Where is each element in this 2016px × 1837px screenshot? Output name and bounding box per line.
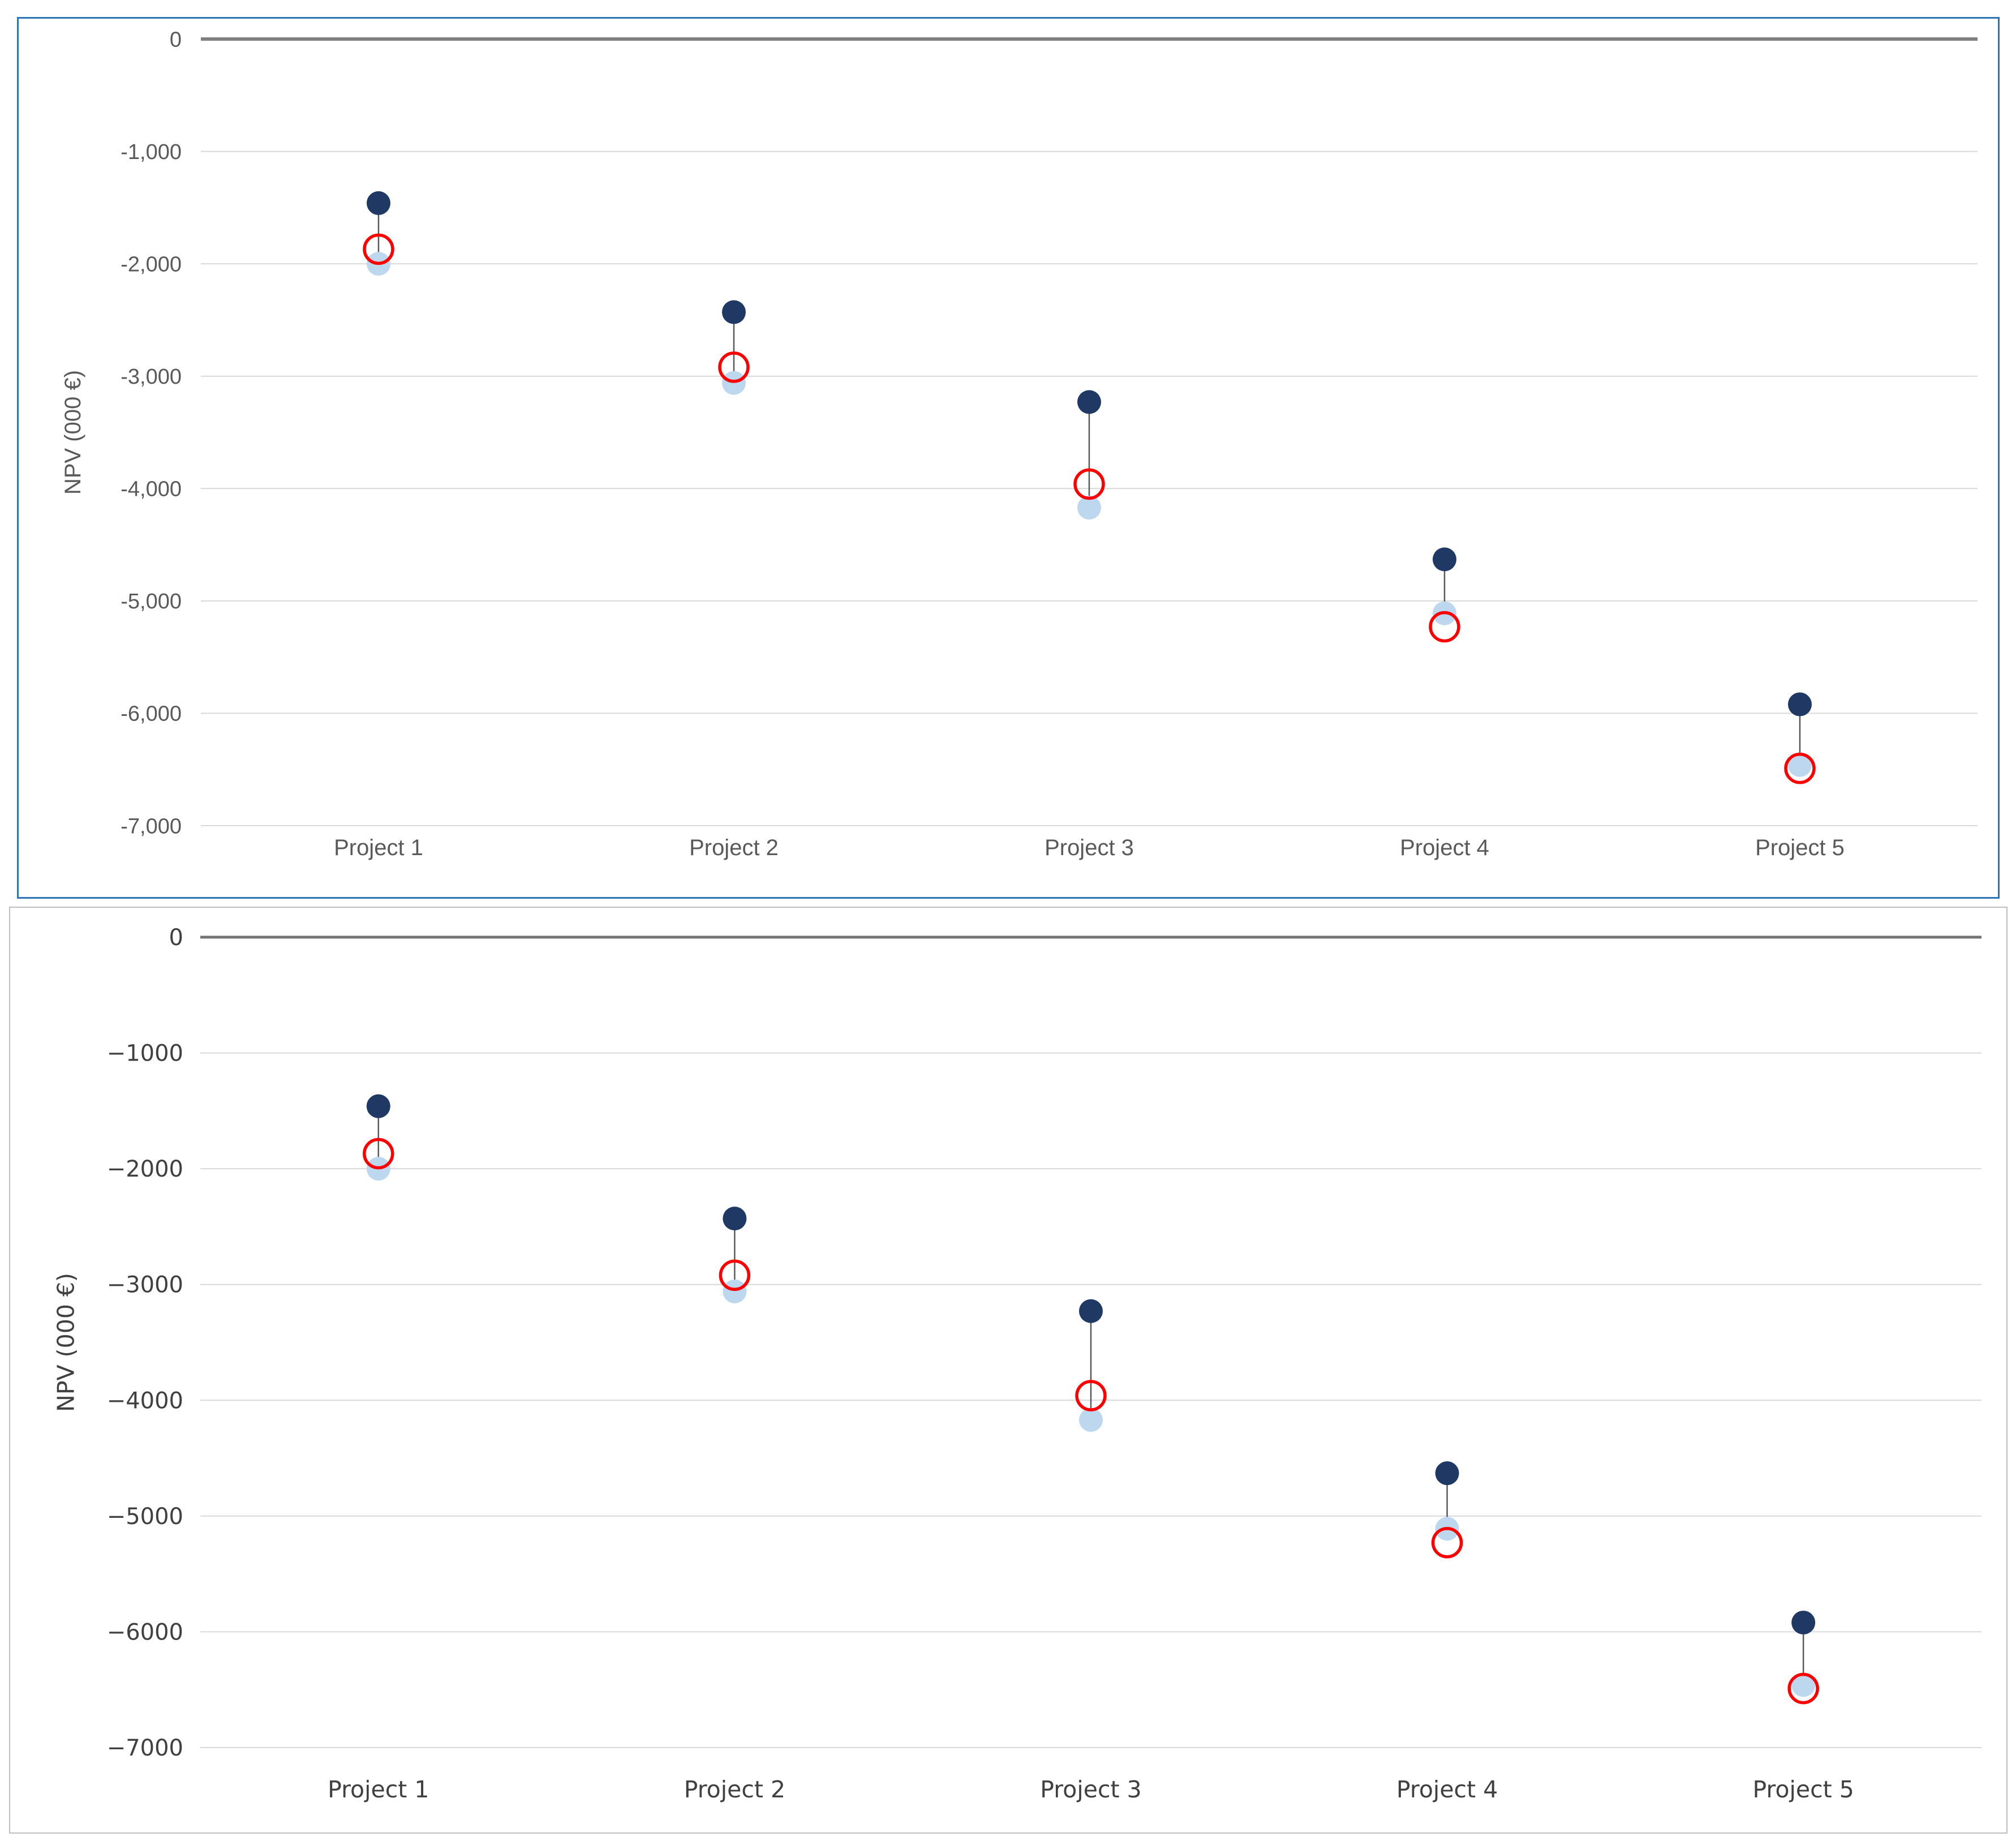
x-category-label: Project 1 bbox=[328, 1776, 429, 1803]
marker-dark-navy-dot bbox=[1788, 692, 1812, 716]
marker-red-open-circle bbox=[363, 233, 394, 265]
npv-scatter-chart-bottom: 0 −1000 −2000 −3000 −4000 −5000 −6000 −7000 Proj… bbox=[52, 925, 1981, 1803]
marker-red-open-circle bbox=[1784, 752, 1816, 784]
marker-red-open-circle bbox=[1431, 1527, 1463, 1559]
marker-red-open-circle bbox=[363, 1138, 394, 1170]
x-category-label: Project 2 bbox=[689, 835, 779, 860]
marker-light-blue-dot bbox=[722, 371, 746, 395]
y-axis-title: NPV (000 €) bbox=[61, 370, 85, 495]
y-tick-label: -3,000 bbox=[121, 365, 182, 389]
y-tick-label: -6,000 bbox=[121, 702, 182, 726]
marker-light-blue-dot bbox=[1791, 1673, 1816, 1697]
y-tick-label: -7,000 bbox=[121, 814, 182, 838]
y-tick-label: −7000 bbox=[107, 1735, 183, 1761]
marker-dark-navy-dot bbox=[1433, 547, 1456, 572]
y-tick-label: 0 bbox=[169, 925, 183, 951]
marker-red-open-circle bbox=[718, 351, 750, 383]
marker-light-blue-dot bbox=[723, 1279, 747, 1303]
marker-red-open-circle bbox=[1429, 611, 1460, 643]
x-category-label: Project 4 bbox=[1400, 835, 1489, 860]
y-tick-label: 0 bbox=[170, 28, 182, 51]
marker-light-blue-dot bbox=[1788, 753, 1812, 777]
y-tick-label: −3000 bbox=[107, 1272, 183, 1298]
x-category-label: Project 5 bbox=[1752, 1776, 1854, 1803]
marker-dark-navy-dot bbox=[722, 300, 746, 324]
y-tick-label: -1,000 bbox=[121, 140, 182, 164]
marker-dark-navy-dot bbox=[1077, 390, 1101, 414]
y-tick-label: -5,000 bbox=[121, 590, 182, 613]
y-tick-label: −4000 bbox=[107, 1388, 183, 1414]
y-tick-label: −5000 bbox=[107, 1504, 183, 1530]
marker-red-open-circle bbox=[719, 1259, 751, 1291]
x-category-label: Project 3 bbox=[1040, 1776, 1141, 1803]
y-tick-label: -2,000 bbox=[121, 252, 182, 276]
npv-scatter-chart-top: 0 -1,000 -2,000 -3,000 -4,000 -5,000 -6,000 -7,… bbox=[61, 28, 1978, 860]
marker-red-open-circle bbox=[1075, 1380, 1107, 1411]
y-tick-label: -4,000 bbox=[121, 478, 182, 501]
marker-light-blue-dot bbox=[1079, 1408, 1103, 1432]
y-tick-label: −2000 bbox=[107, 1156, 183, 1182]
marker-dark-navy-dot bbox=[1791, 1611, 1816, 1635]
npv-chart-panel-top: 0 -1,000 -2,000 -3,000 -4,000 -5,000 -6,000 -7,… bbox=[17, 17, 2000, 899]
y-axis-title: NPV (000 €) bbox=[52, 1273, 79, 1412]
x-category-label: Project 3 bbox=[1044, 835, 1134, 860]
marker-light-blue-dot bbox=[1077, 496, 1101, 520]
x-category-label: Project 1 bbox=[334, 835, 423, 860]
x-category-label: Project 5 bbox=[1755, 835, 1845, 860]
marker-dark-navy-dot bbox=[1079, 1299, 1103, 1323]
y-tick-label: −6000 bbox=[107, 1619, 183, 1645]
x-category-label: Project 4 bbox=[1396, 1776, 1498, 1803]
x-category-label: Project 2 bbox=[684, 1776, 785, 1803]
marker-red-open-circle bbox=[1787, 1672, 1819, 1705]
marker-dark-navy-dot bbox=[1435, 1461, 1459, 1486]
y-tick-label: −1000 bbox=[107, 1041, 183, 1067]
marker-dark-navy-dot bbox=[367, 191, 390, 215]
marker-dark-navy-dot bbox=[723, 1207, 747, 1231]
npv-chart-panel-bottom: 0 −1000 −2000 −3000 −4000 −5000 −6000 −7000 Proj… bbox=[9, 907, 2008, 1834]
marker-dark-navy-dot bbox=[366, 1094, 390, 1118]
marker-red-open-circle bbox=[1073, 468, 1105, 500]
